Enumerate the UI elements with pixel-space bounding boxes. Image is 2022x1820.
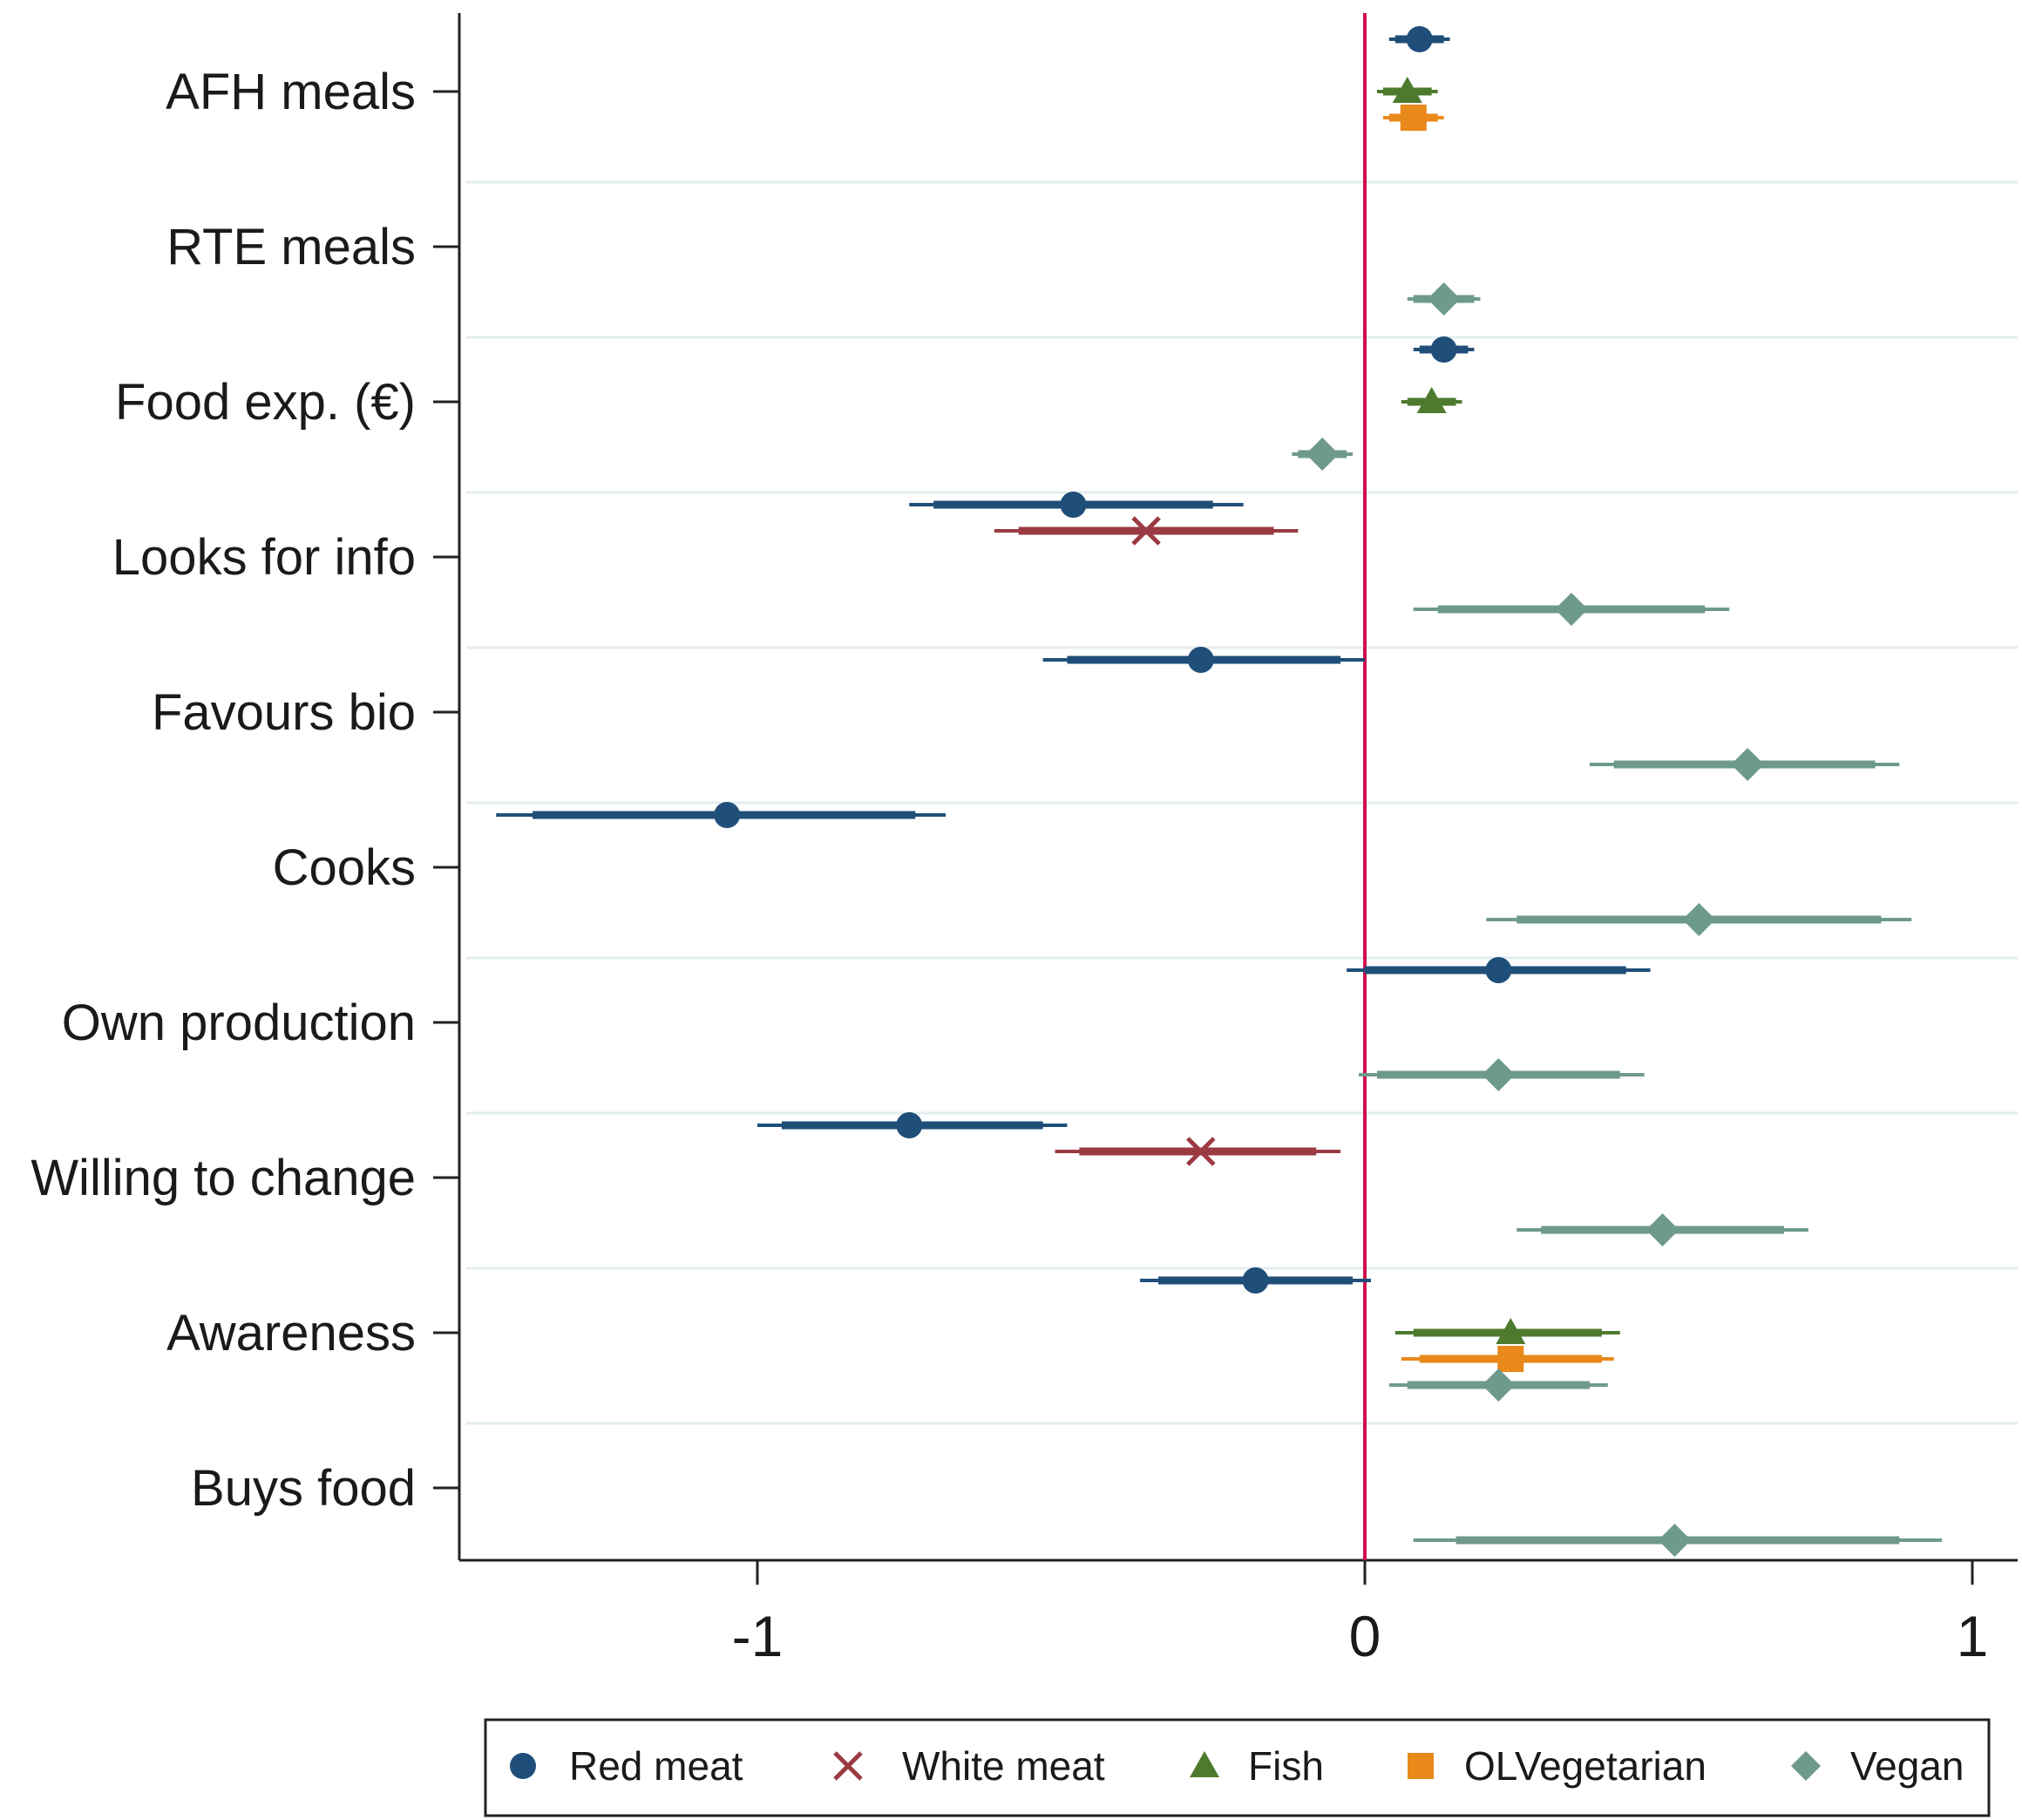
x-tick-label: -1	[732, 1604, 784, 1668]
point-red-meat-willing-to-change	[757, 1112, 1068, 1138]
x-tick-label: 0	[1349, 1604, 1381, 1668]
legend-item-vegan-marker	[1791, 1751, 1821, 1781]
legend-item-white-meat: White meat	[833, 1743, 1105, 1789]
point-white-meat-looks-for-info-marker	[1131, 516, 1161, 546]
point-fish-food-exp	[1401, 387, 1462, 413]
point-red-meat-favours-bio-marker	[1187, 647, 1214, 673]
point-white-meat-willing-to-change-marker-stroke	[1186, 1137, 1216, 1166]
legend-item-white-meat-label: White meat	[902, 1743, 1105, 1789]
point-vegan-food-exp	[1292, 438, 1354, 471]
y-tick-label-food-exp: Food exp. (€)	[115, 374, 416, 431]
grid-lines	[466, 180, 2018, 1425]
point-red-meat-food-exp-marker	[1430, 336, 1457, 363]
legend-item-red-meat: Red meat	[510, 1743, 743, 1789]
x-axis: -1 0 1	[459, 1559, 2018, 1668]
y-tick-label-looks-for-info: Looks for info	[112, 529, 416, 586]
point-red-meat-own-production	[1347, 957, 1651, 983]
point-red-meat-awareness-marker	[1242, 1267, 1269, 1294]
point-vegan-buys-food	[1413, 1524, 1943, 1557]
point-red-meat-favours-bio	[1042, 647, 1365, 673]
y-tick-label-own-production: Own production	[62, 995, 416, 1051]
y-axis: AFH meals RTE meals Food exp. (€) Looks for…	[31, 13, 461, 1560]
point-red-meat-food-exp	[1413, 336, 1475, 363]
legend-item-vegan: Vegan	[1791, 1743, 1964, 1789]
point-fish-awareness-marker	[1496, 1318, 1526, 1344]
point-olvegetarian-awareness-marker	[1497, 1346, 1524, 1372]
legend-item-olvegetarian-marker	[1408, 1753, 1434, 1779]
point-red-meat-awareness	[1140, 1267, 1371, 1294]
point-vegan-own-production	[1359, 1058, 1645, 1091]
y-tick-label-cooks: Cooks	[273, 839, 416, 896]
legend-item-red-meat-marker	[510, 1753, 536, 1779]
point-fish-awareness	[1394, 1318, 1620, 1344]
point-red-meat-own-production-marker	[1485, 957, 1512, 983]
y-tick-label-rte-meals: RTE meals	[166, 219, 416, 275]
point-vegan-favours-bio-marker	[1731, 748, 1765, 781]
point-white-meat-willing-to-change-marker	[1186, 1137, 1216, 1166]
point-fish-afh-meals-marker	[1392, 77, 1422, 103]
legend-item-fish-label: Fish	[1248, 1743, 1324, 1789]
point-vegan-cooks	[1486, 903, 1912, 936]
point-vegan-rte-meals	[1407, 282, 1481, 316]
point-vegan-awareness-marker	[1482, 1368, 1516, 1402]
point-red-meat-looks-for-info-marker	[1060, 492, 1087, 518]
point-vegan-awareness	[1388, 1368, 1608, 1402]
point-olvegetarian-awareness	[1401, 1346, 1614, 1372]
point-vegan-buys-food-marker	[1658, 1524, 1692, 1557]
point-vegan-willing-to-change	[1516, 1213, 1808, 1246]
y-tick-label-awareness: Awareness	[166, 1305, 416, 1362]
legend-item-white-meat-marker-stroke	[833, 1751, 863, 1781]
point-fish-food-exp-marker	[1416, 387, 1447, 413]
point-white-meat-willing-to-change	[1055, 1137, 1341, 1166]
point-vegan-own-production-marker	[1482, 1058, 1516, 1091]
legend: Red meat White meat Fish OLVegetarian Vegan	[484, 1718, 1991, 1817]
point-vegan-willing-to-change-marker	[1645, 1213, 1679, 1246]
legend-item-white-meat-marker	[833, 1751, 863, 1781]
point-vegan-cooks-marker	[1682, 903, 1716, 936]
point-olvegetarian-afh-meals-marker	[1400, 105, 1427, 131]
point-white-meat-looks-for-info	[994, 516, 1299, 546]
legend-item-vegan-label: Vegan	[1850, 1743, 1964, 1789]
point-red-meat-cooks-marker	[714, 802, 741, 828]
x-tick-label: 1	[1957, 1604, 1989, 1668]
point-red-meat-afh-meals-marker	[1406, 26, 1433, 52]
point-red-meat-willing-to-change-marker	[896, 1112, 923, 1138]
legend-item-olvegetarian-label: OLVegetarian	[1464, 1743, 1706, 1789]
point-red-meat-looks-for-info	[909, 492, 1244, 518]
point-vegan-rte-meals-marker	[1427, 282, 1461, 316]
point-red-meat-afh-meals	[1388, 26, 1450, 52]
legend-box	[484, 1718, 1991, 1817]
legend-item-red-meat-label: Red meat	[569, 1743, 743, 1789]
y-tick-label-favours-bio: Favours bio	[152, 684, 416, 741]
y-tick-label-willing-to-change: Willing to change	[31, 1150, 416, 1206]
point-vegan-food-exp-marker	[1306, 438, 1340, 471]
y-tick-label-afh-meals: AFH meals	[166, 64, 416, 120]
data-marks	[496, 13, 1943, 1560]
point-fish-afh-meals	[1376, 77, 1438, 103]
legend-item-fish: Fish	[1190, 1743, 1324, 1789]
legend-item-olvegetarian: OLVegetarian	[1408, 1743, 1706, 1789]
point-red-meat-cooks	[496, 802, 947, 828]
legend-item-fish-marker	[1190, 1751, 1219, 1777]
point-vegan-looks-for-info-marker	[1554, 593, 1588, 626]
point-vegan-favours-bio	[1589, 748, 1900, 781]
point-olvegetarian-afh-meals	[1382, 105, 1444, 131]
point-white-meat-looks-for-info-marker-stroke	[1131, 516, 1161, 546]
point-vegan-looks-for-info	[1413, 593, 1730, 626]
y-tick-label-buys-food: Buys food	[191, 1460, 416, 1517]
